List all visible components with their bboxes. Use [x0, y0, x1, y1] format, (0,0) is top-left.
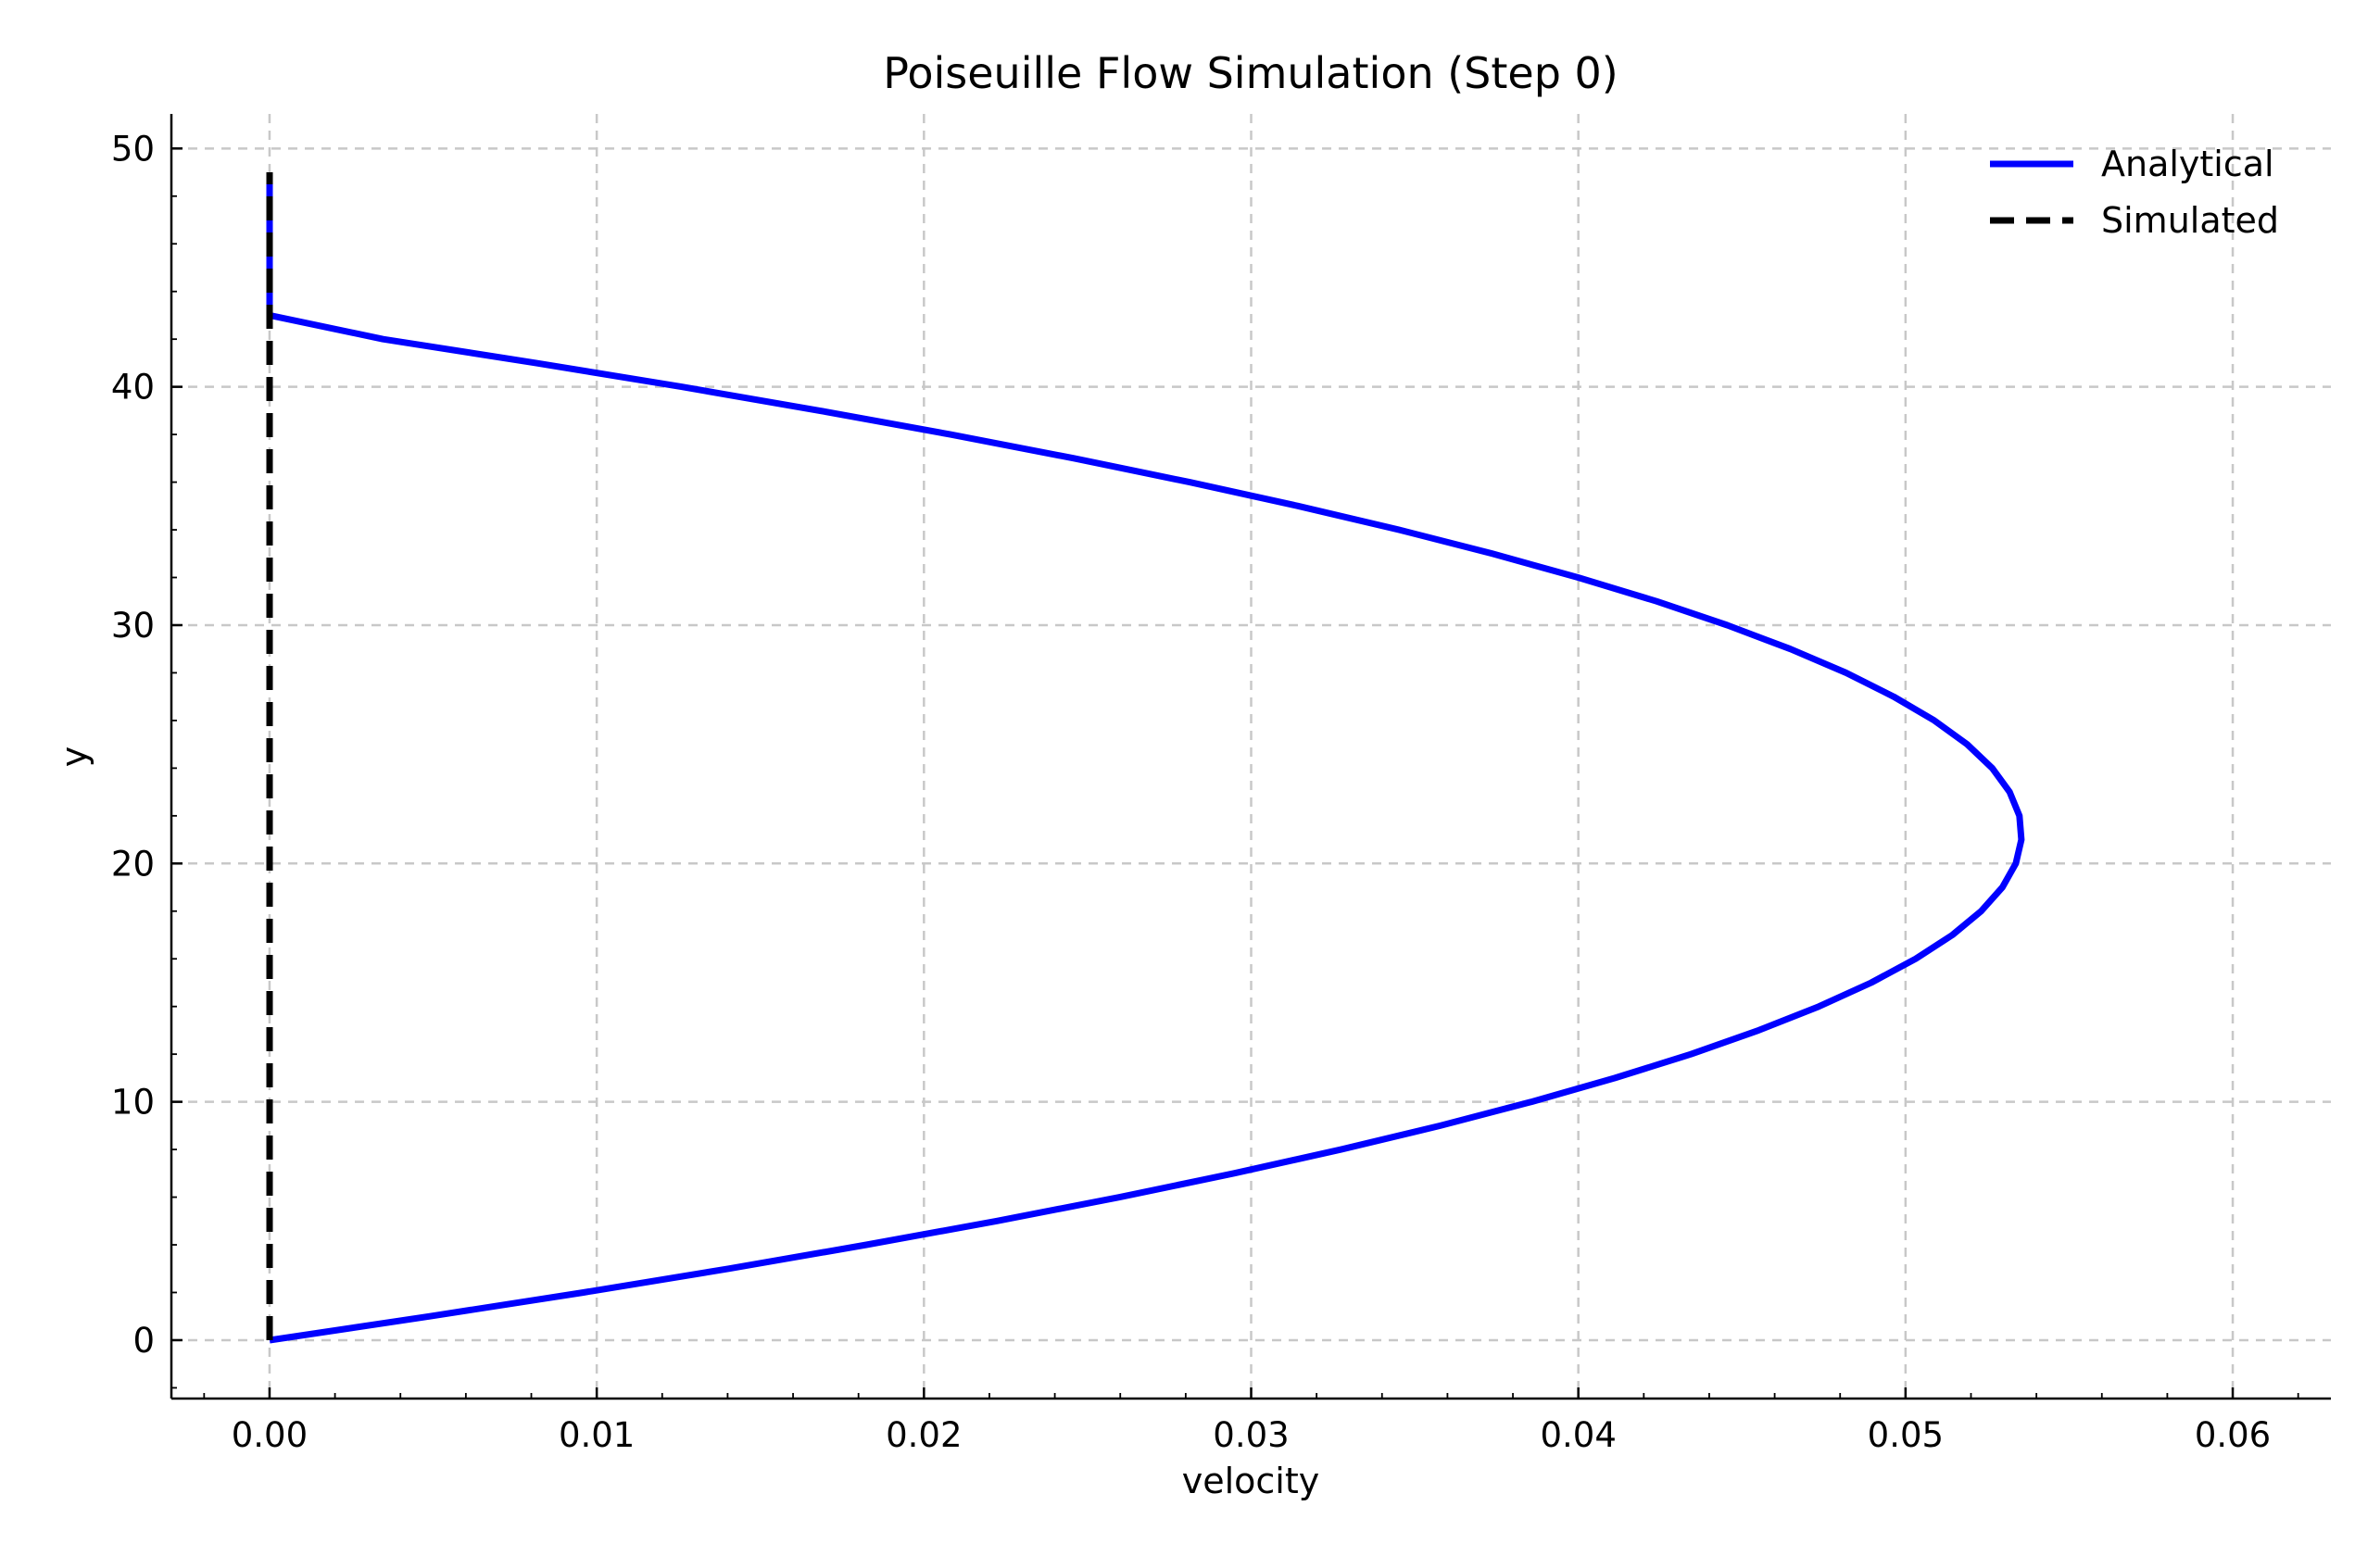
legend: Analytical Simulated	[1990, 144, 2279, 241]
series-analytical-line	[266, 172, 2025, 1344]
y-ticks: 0 10 20 30 40 50	[111, 129, 183, 1389]
x-tick-label: 0.02	[886, 1415, 962, 1455]
chart-title: Poiseuille Flow Simulation (Step 0)	[883, 48, 1618, 98]
x-tick-label: 0.03	[1213, 1415, 1289, 1455]
series-layer	[266, 172, 2025, 1344]
y-tick-label: 50	[111, 129, 155, 169]
legend-label-simulated: Simulated	[2101, 200, 2279, 241]
y-tick-label: 10	[111, 1083, 155, 1123]
y-axis-label: y	[54, 747, 94, 768]
legend-label-analytical: Analytical	[2101, 144, 2274, 184]
x-axis-label: velocity	[1182, 1461, 1320, 1501]
y-tick-label: 40	[111, 368, 155, 408]
x-tick-label: 0.06	[2195, 1415, 2271, 1455]
x-ticks: 0.00 0.01 0.02 0.03 0.04 0.05 0.06	[203, 1387, 2299, 1455]
grid-lines	[171, 114, 2331, 1399]
y-tick-label: 0	[132, 1321, 155, 1361]
x-tick-label: 0.05	[1868, 1415, 1944, 1455]
y-tick-label: 30	[111, 606, 155, 646]
y-tick-label: 20	[111, 844, 155, 884]
x-tick-label: 0.04	[1540, 1415, 1616, 1455]
x-tick-label: 0.00	[232, 1415, 308, 1455]
x-tick-label: 0.01	[559, 1415, 635, 1455]
